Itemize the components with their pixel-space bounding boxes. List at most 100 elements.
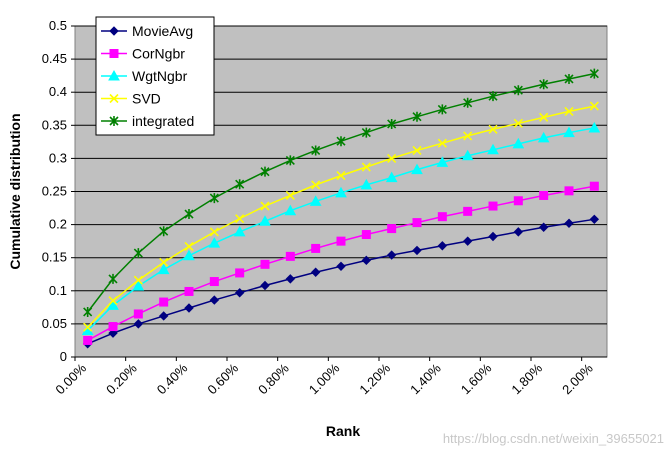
y-axis-title: Cumulative distribution	[7, 113, 23, 269]
series-corngbr	[83, 181, 599, 345]
legend-marker	[108, 69, 120, 81]
data-point	[488, 201, 498, 211]
data-point	[133, 309, 143, 319]
data-point	[107, 299, 119, 310]
y-tick-label: 0.15	[42, 250, 67, 265]
data-point	[310, 267, 321, 277]
data-point	[235, 179, 245, 190]
x-tick-label: 1.20%	[356, 360, 393, 397]
legend-label: integrated	[132, 113, 194, 129]
watermark: https://blog.csdn.net/weixin_39655021	[443, 431, 664, 446]
x-tick-label: 0.00%	[52, 360, 89, 397]
data-point	[437, 138, 447, 148]
data-point	[563, 126, 575, 138]
data-point	[285, 274, 296, 284]
legend-marker	[109, 116, 119, 126]
data-point	[487, 143, 499, 155]
data-point	[387, 118, 397, 129]
data-point	[233, 225, 246, 237]
data-point	[132, 280, 145, 291]
legend-item: SVD	[101, 91, 161, 107]
data-point	[387, 224, 397, 234]
data-point	[437, 104, 447, 115]
data-point	[488, 91, 498, 102]
y-axis-ticks: 0 0.05 0.1 0.15 0.2 0.25 0.3 0.35 0.4 0.45 0.5	[42, 18, 75, 364]
x-tick-label: 0.60%	[204, 360, 241, 397]
data-point	[436, 156, 449, 167]
data-point	[259, 215, 271, 226]
data-point	[461, 149, 474, 161]
data-point	[361, 230, 371, 240]
data-point	[513, 227, 524, 237]
data-point	[385, 171, 398, 183]
data-point	[386, 250, 397, 260]
data-point	[412, 218, 422, 228]
legend: MovieAvg CorNgbr WgtNgbr SVD integrated	[95, 16, 215, 136]
data-point	[133, 319, 144, 329]
data-point	[108, 328, 118, 338]
data-point	[159, 257, 169, 267]
data-point	[336, 261, 346, 272]
y-tick-label: 0.5	[49, 18, 67, 33]
x-tick-label: 0.80%	[255, 360, 292, 397]
data-point	[589, 181, 599, 191]
data-point	[285, 155, 295, 166]
data-point	[361, 162, 371, 172]
legend-item: integrated	[101, 113, 194, 129]
data-point	[488, 124, 498, 134]
data-point	[539, 79, 549, 90]
x-tick-label: 2.00%	[559, 360, 596, 397]
data-point	[588, 121, 601, 133]
data-point	[284, 204, 297, 216]
data-point	[108, 296, 118, 306]
data-point	[184, 209, 194, 220]
data-point	[285, 190, 295, 201]
data-point	[260, 280, 270, 291]
data-point	[311, 145, 321, 156]
legend-marker	[109, 49, 119, 58]
data-point	[336, 136, 346, 147]
data-point	[589, 68, 599, 79]
data-point	[133, 275, 143, 285]
data-point	[564, 218, 574, 228]
data-point	[209, 277, 219, 287]
data-point	[361, 127, 371, 138]
data-point	[564, 106, 574, 116]
x-tick-label: 1.40%	[407, 360, 444, 397]
y-tick-label: 0.3	[49, 150, 67, 165]
data-point	[183, 249, 195, 261]
y-tick-label: 0.05	[42, 316, 67, 331]
data-point	[360, 178, 373, 190]
data-point	[336, 171, 346, 181]
data-point	[209, 227, 219, 237]
data-point	[539, 190, 549, 200]
data-point	[260, 259, 270, 269]
data-point	[463, 131, 473, 141]
data-point	[209, 193, 219, 204]
data-point	[412, 111, 422, 122]
data-point	[387, 153, 397, 163]
legend-marker	[109, 26, 119, 36]
data-point	[260, 201, 270, 211]
data-point	[235, 268, 245, 278]
data-point	[361, 255, 372, 266]
series-svd	[83, 101, 599, 332]
data-point	[539, 112, 549, 122]
legend-item: WgtNgbr	[101, 68, 188, 84]
data-point	[209, 295, 220, 305]
data-point	[538, 222, 549, 232]
series-layer	[81, 68, 601, 349]
legend-item: CorNgbr	[101, 46, 185, 62]
y-tick-label: 0.2	[49, 217, 67, 232]
data-point	[184, 303, 194, 313]
data-point	[309, 195, 322, 206]
data-point	[412, 245, 422, 256]
y-tick-label: 0.4	[49, 84, 67, 99]
data-point	[512, 137, 525, 149]
legend-label: CorNgbr	[132, 46, 185, 62]
data-point	[488, 231, 498, 242]
data-point	[83, 306, 93, 317]
data-point	[462, 236, 473, 246]
data-point	[513, 118, 523, 128]
